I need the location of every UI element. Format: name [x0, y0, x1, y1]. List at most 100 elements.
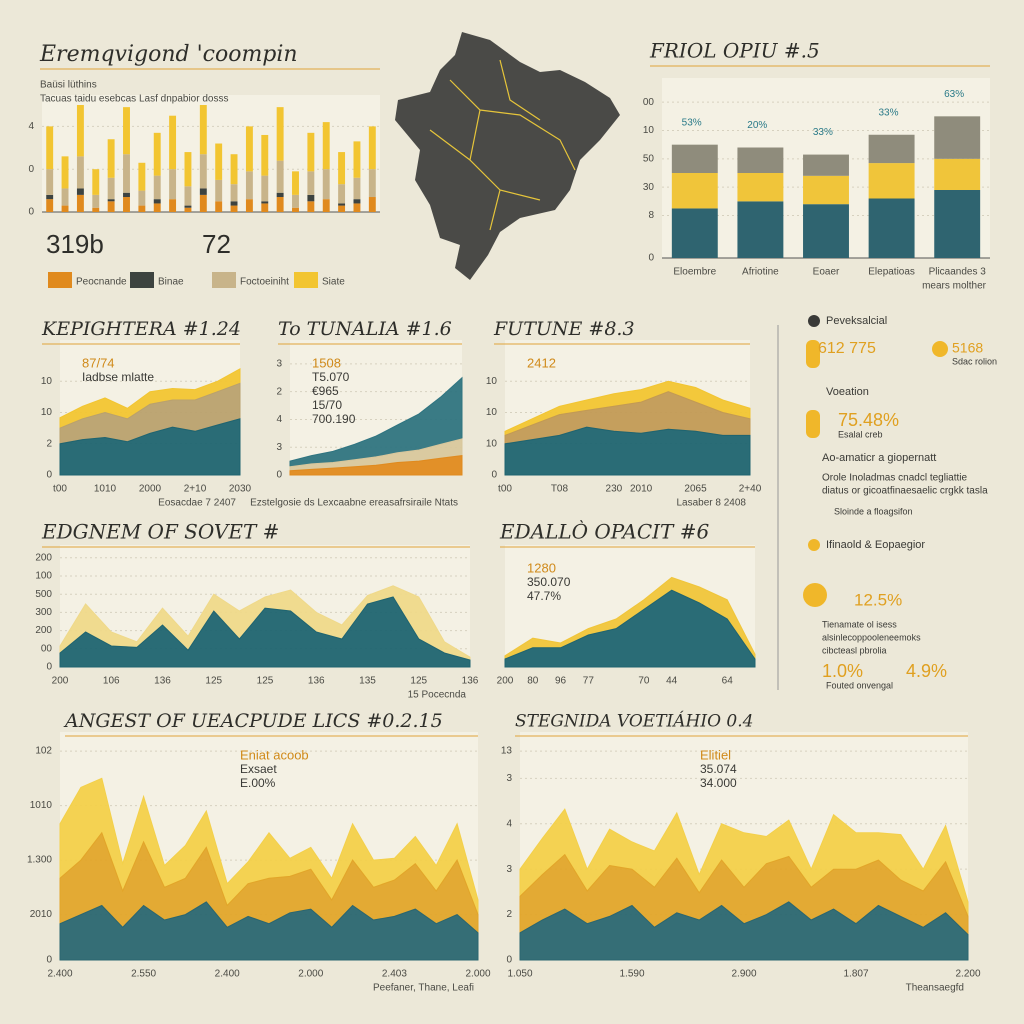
bar-segment — [153, 175, 161, 200]
bar-segment — [169, 115, 177, 170]
x-tick-label: 2.900 — [731, 969, 756, 980]
bar-segment — [276, 192, 284, 198]
legend-swatch — [48, 272, 72, 288]
bar-segment — [292, 171, 299, 195]
bar-segment — [199, 154, 207, 189]
y-tick-label: 10 — [41, 376, 53, 387]
bar-segment — [934, 190, 981, 258]
y-tick-label: 10 — [41, 407, 53, 418]
x-tick-label: 77 — [583, 676, 595, 687]
x-tick-label: Plicaandes 3 — [929, 267, 987, 278]
bar-segment — [230, 184, 238, 202]
bar-segment — [322, 122, 330, 170]
sidebar-text: 612 775 — [818, 340, 876, 357]
sidebar-text: 1.0% — [822, 661, 863, 681]
y-tick-label: 4 — [276, 414, 282, 425]
chart-title: FUTUNE #8.3 — [493, 318, 635, 340]
sidebar-text: alsinlecoppooleneemoks — [822, 632, 921, 642]
annotation: 350.070 — [527, 575, 571, 589]
y-tick-label: 3 — [276, 442, 282, 453]
sidebar-text: Sloinde a floagsifon — [834, 506, 913, 516]
annotation: Exsaet — [240, 762, 277, 776]
legend-label: Peocnande — [76, 277, 127, 288]
bar-segment — [737, 173, 784, 202]
bar-segment — [868, 163, 915, 199]
area — [59, 418, 241, 476]
x-tick-label: t00 — [53, 484, 67, 495]
y-tick-label: 0 — [648, 253, 654, 264]
bar-segment — [803, 204, 849, 258]
y-tick-label: 0 — [28, 164, 34, 175]
x-axis-label: 15 Pocecnda — [408, 690, 467, 701]
marker — [806, 410, 820, 438]
x-tick-label: 135 — [359, 676, 376, 687]
y-tick-label: 10 — [486, 376, 498, 387]
y-tick-label: 1010 — [30, 800, 53, 811]
x-tick-label: 136 — [462, 676, 479, 687]
bar-segment — [245, 171, 253, 200]
bar-segment — [123, 154, 130, 193]
bar-segment — [76, 105, 84, 157]
x-tick-label: 2.550 — [131, 969, 156, 980]
bar-segment — [169, 169, 177, 200]
annotation: €965 — [312, 384, 339, 398]
legend-label: Siate — [322, 277, 345, 288]
annotation: T5.070 — [312, 370, 350, 384]
chart-title: FRIOL OPIU #.5 — [649, 39, 820, 63]
y-tick-label: 200 — [35, 625, 52, 636]
bar-segment — [261, 201, 269, 204]
x-tick-label: 80 — [527, 676, 539, 687]
bar-segment — [138, 190, 146, 206]
bar-segment — [215, 201, 223, 212]
bar-segment — [276, 197, 284, 212]
annotation: 35.074 — [700, 762, 737, 776]
bar-segment — [92, 169, 100, 195]
note: Tacuas taidu esebcas Lasf dnpabior dosss — [40, 94, 228, 105]
sidebar-text: 75.48% — [838, 410, 899, 430]
x-tick-label: 2.400 — [215, 969, 240, 980]
bar-note: 33% — [878, 107, 898, 118]
sidebar-text: Ao-amaticr a giopernatt — [822, 452, 936, 464]
y-tick-label: 0 — [28, 207, 34, 218]
x-tick-label: 2065 — [684, 484, 707, 495]
bar-segment — [803, 175, 849, 205]
bar-segment — [245, 199, 253, 212]
y-tick-label: 102 — [35, 746, 52, 757]
map — [395, 32, 620, 280]
bar-segment — [338, 205, 346, 212]
bar-segment — [368, 197, 376, 212]
y-tick-label: 2010 — [30, 909, 53, 920]
bar-segment — [92, 207, 100, 212]
bar-segment — [353, 141, 361, 178]
y-tick-label: 3 — [506, 773, 512, 784]
x-tick-label: 2.403 — [382, 969, 407, 980]
bar-segment — [338, 152, 346, 185]
y-tick-label: 50 — [643, 153, 655, 164]
bar-segment — [76, 194, 84, 212]
x-tick-label: 1.050 — [507, 969, 532, 980]
x-tick-label: 200 — [497, 676, 514, 687]
annotation: Elitiel — [700, 747, 731, 762]
x-tick-label: 70 — [638, 676, 650, 687]
bar-segment — [934, 116, 981, 159]
annotation: Iadbse mlatte — [82, 370, 154, 384]
bar-note: 53% — [682, 117, 702, 128]
bar-segment — [215, 179, 223, 202]
bar-segment — [76, 188, 84, 195]
y-tick-label: 0 — [506, 955, 512, 966]
legend-label: Foctoeiniht — [240, 277, 289, 288]
map-shape — [395, 32, 620, 280]
bar-segment — [123, 197, 130, 212]
annotation: 700.190 — [312, 412, 356, 426]
x-tick-label: 96 — [555, 676, 567, 687]
y-tick-label: 10 — [486, 438, 498, 449]
bar-segment — [107, 201, 115, 212]
bar-segment — [46, 194, 54, 200]
x-tick-label: 44 — [666, 676, 678, 687]
annotation: 47.7% — [527, 589, 561, 603]
x-tick-label: 230 — [606, 484, 623, 495]
bar-segment — [199, 194, 207, 212]
legend-swatch — [294, 272, 318, 288]
bar-segment — [138, 162, 146, 191]
annotation: 1280 — [527, 560, 556, 575]
